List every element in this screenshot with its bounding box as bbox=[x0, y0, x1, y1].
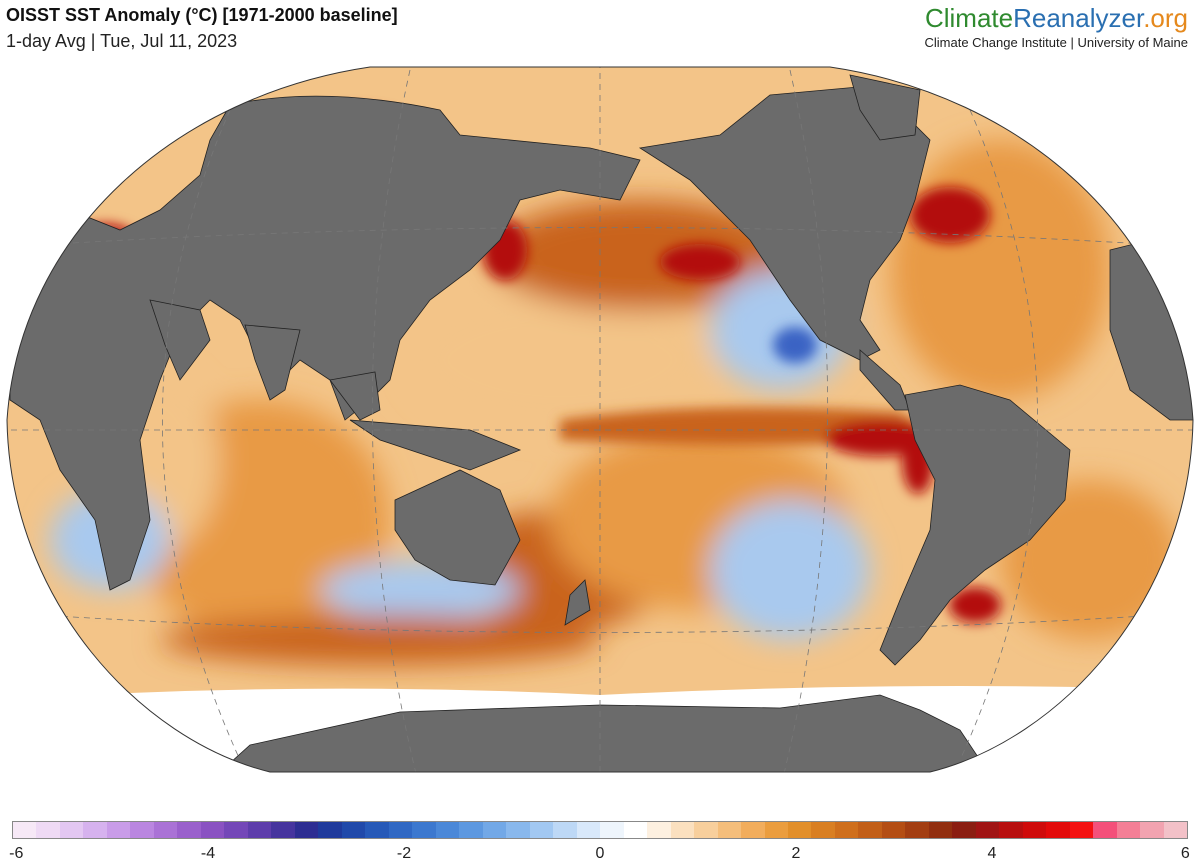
brand-tagline: Climate Change Institute | University of… bbox=[924, 35, 1189, 50]
colorbar-segment bbox=[224, 822, 248, 838]
colorbar-segment bbox=[83, 822, 107, 838]
colorbar-segment bbox=[177, 822, 201, 838]
colorbar bbox=[12, 821, 1188, 839]
gridline-meridian-w1 bbox=[371, 69, 421, 772]
colorbar-segment bbox=[1046, 822, 1070, 838]
colorbar-tick-label: 0 bbox=[595, 845, 605, 862]
colorbar-segment bbox=[553, 822, 577, 838]
colorbar-segment bbox=[717, 822, 742, 838]
colorbar-segment bbox=[200, 822, 225, 838]
anomaly-sw-atlantic bbox=[949, 587, 1001, 623]
colorbar-segment bbox=[952, 822, 976, 838]
colorbar-segment bbox=[576, 822, 601, 838]
colorbar-segment bbox=[435, 822, 460, 838]
brand-logo-part-climate: Climate bbox=[924, 3, 1014, 33]
colorbar-segment bbox=[670, 822, 695, 838]
land-se-asia bbox=[329, 371, 381, 421]
colorbar-tick-label: -2 bbox=[396, 845, 412, 862]
gridline-meridian-e1 bbox=[779, 69, 829, 772]
land-north-america bbox=[638, 84, 931, 361]
colorbar-segment bbox=[1093, 822, 1117, 838]
brand-logo-part-org: .org bbox=[1143, 3, 1188, 33]
globe-outline bbox=[6, 66, 1194, 773]
colorbar-segment bbox=[412, 822, 436, 838]
land-south-america bbox=[879, 384, 1071, 666]
colorbar-segment bbox=[271, 822, 295, 838]
colorbar-segment bbox=[13, 822, 37, 838]
land-central-america bbox=[859, 349, 911, 411]
colorbar-segment bbox=[858, 822, 882, 838]
colorbar-segment bbox=[247, 822, 272, 838]
colorbar-segment bbox=[741, 822, 765, 838]
colorbar-segment bbox=[975, 822, 1000, 838]
colorbar-tick-label: 4 bbox=[987, 845, 997, 862]
brand-logo-part-reanalyzer: Reanalyzer bbox=[1013, 3, 1144, 33]
colorbar-segment bbox=[59, 822, 84, 838]
anomaly-california-cool-core bbox=[773, 327, 817, 363]
gridline-meridian-e2 bbox=[959, 109, 1038, 761]
map-subtitle: 1-day Avg | Tue, Jul 11, 2023 bbox=[6, 31, 238, 51]
colorbar-segment bbox=[764, 822, 788, 838]
colorbar-segment bbox=[694, 822, 718, 838]
land-india bbox=[244, 324, 301, 401]
colorbar-segment bbox=[905, 822, 929, 838]
land-antarctica bbox=[198, 694, 1001, 772]
colorbar-segment bbox=[834, 822, 859, 838]
anomaly-patch-south-pacific-cool bbox=[710, 500, 870, 640]
map-title: OISST SST Anomaly (°C) [1971-2000 baseli… bbox=[6, 5, 398, 25]
colorbar-segment bbox=[1022, 822, 1047, 838]
colorbar-segment bbox=[365, 822, 389, 838]
colorbar-segment bbox=[647, 822, 671, 838]
colorbar-segment bbox=[482, 822, 507, 838]
brand-logo[interactable]: ClimateReanalyzer.org bbox=[925, 3, 1188, 34]
colorbar-segment bbox=[153, 822, 178, 838]
colorbar-segment bbox=[787, 822, 812, 838]
colorbar-segment bbox=[529, 822, 554, 838]
colorbar-segment bbox=[881, 822, 906, 838]
colorbar-segment bbox=[811, 822, 835, 838]
land-eurasia bbox=[9, 95, 641, 591]
colorbar-segment bbox=[341, 822, 366, 838]
land-greenland bbox=[849, 74, 921, 141]
sst-anomaly-map bbox=[6, 66, 1194, 773]
colorbar-segment bbox=[928, 822, 953, 838]
colorbar-tick-label: -4 bbox=[200, 845, 216, 862]
colorbar-tick-label: -6 bbox=[9, 845, 24, 862]
colorbar-segment bbox=[1116, 822, 1141, 838]
anomaly-patch-southern-ocean bbox=[160, 615, 600, 665]
colorbar-segment bbox=[506, 822, 530, 838]
colorbar-segment bbox=[36, 822, 60, 838]
land-arabia-horn bbox=[149, 299, 211, 381]
colorbar-segment bbox=[1069, 822, 1094, 838]
colorbar-tick-label: 6 bbox=[1180, 845, 1190, 862]
anomaly-north-atlantic-core bbox=[910, 187, 990, 243]
colorbar-segment bbox=[130, 822, 154, 838]
land-indonesia bbox=[349, 419, 522, 471]
colorbar-segment bbox=[600, 822, 624, 838]
colorbar-tick-label: 2 bbox=[791, 845, 801, 862]
colorbar-segment bbox=[623, 822, 648, 838]
anomaly-kuroshio bbox=[660, 244, 740, 280]
colorbar-segment bbox=[1140, 822, 1164, 838]
anomaly-patch-north-pacific bbox=[490, 200, 790, 310]
anomaly-patch-central-pacific bbox=[410, 290, 710, 430]
colorbar-ticks: -6 -4 -2 0 2 4 6 bbox=[9, 845, 1190, 865]
colorbar-segment bbox=[294, 822, 319, 838]
land-australia bbox=[394, 469, 521, 586]
colorbar-segment bbox=[318, 822, 342, 838]
colorbar-segment bbox=[999, 822, 1023, 838]
colorbar-segment bbox=[459, 822, 483, 838]
graticule bbox=[7, 67, 1193, 772]
colorbar-segment bbox=[388, 822, 413, 838]
colorbar-segment bbox=[1163, 822, 1188, 838]
land-new-zealand bbox=[564, 579, 591, 626]
anomaly-patch-north-atlantic bbox=[890, 140, 1110, 400]
colorbar-segment bbox=[106, 822, 131, 838]
gridline-meridian-w2 bbox=[162, 109, 241, 761]
